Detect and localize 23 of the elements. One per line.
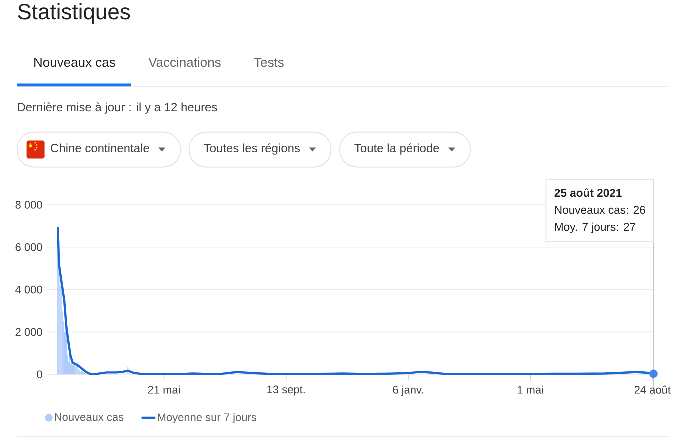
text: Toute la période [354,144,440,155]
text: 25 août 2021 [554,188,622,198]
legend-label: Nouveaux cas [55,413,124,422]
y-tick-label: 6 000 [16,244,42,252]
text: Chine continentale [51,144,150,153]
x-tick-label: 24 août [634,386,671,394]
annotation: Moy. 7 jours: 27 [555,222,636,234]
text: Nouveaux cas [34,58,116,68]
y-tick-label: 2 000 [16,328,42,336]
text: Vaccinations [148,58,221,68]
y-tick-label: 8 000 [16,201,42,209]
y-tick-label: 0 [37,370,42,378]
x-tick-label: 13 sept. [268,386,305,396]
text: Dernière mise à jour : il y a 12 heures [18,102,218,114]
x-tick-label: 21 mai [148,386,180,394]
x-tick-label: 6 janv. [393,386,424,396]
legend-label: Moyenne sur 7 jours [158,413,257,424]
text: Tests [254,58,284,68]
annotation: Nouveaux cas: 26 [555,206,646,214]
x-tick-label: 1 mai [518,386,544,394]
chart-title: Statistiques [18,4,130,24]
y-tick-label: 4 000 [16,286,42,294]
text: Toutes les régions [204,144,300,155]
